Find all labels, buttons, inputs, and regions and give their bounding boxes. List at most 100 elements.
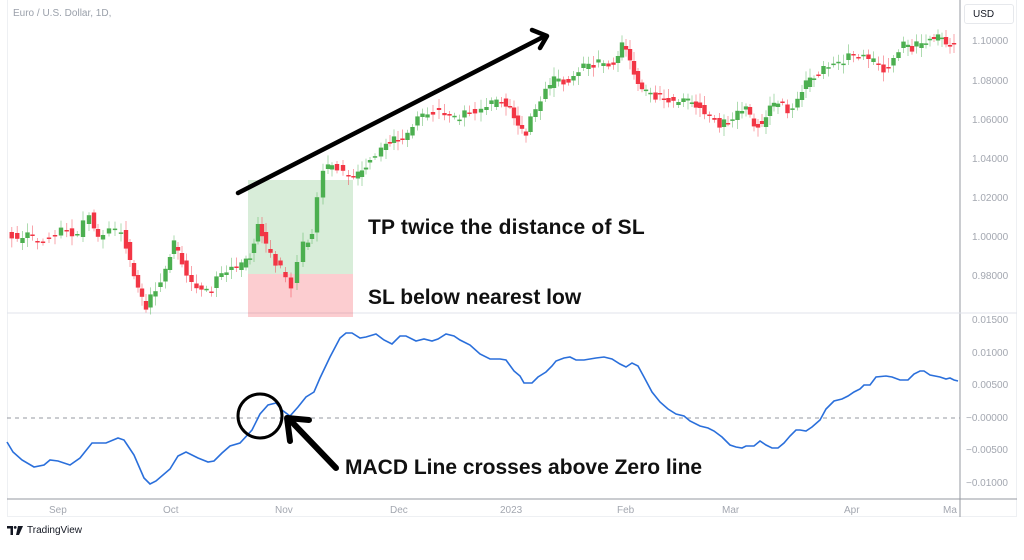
candle xyxy=(184,260,189,276)
candle xyxy=(707,114,712,116)
candle xyxy=(278,260,283,266)
macd-cross-annotation: MACD Line crosses above Zero line xyxy=(345,456,703,479)
candle xyxy=(9,232,14,239)
take-profit-annotation: TP twice the distance of SL xyxy=(368,216,645,239)
candle xyxy=(881,64,886,73)
tradingview-logo-icon xyxy=(7,526,23,535)
candle xyxy=(395,140,401,142)
price-axis-label: 1.02000 xyxy=(972,193,1009,204)
candle xyxy=(743,106,749,110)
candle xyxy=(627,49,633,61)
candle xyxy=(436,108,442,110)
candle xyxy=(909,46,915,52)
candle xyxy=(735,110,740,120)
candle xyxy=(234,266,239,268)
candle xyxy=(755,124,761,128)
candle xyxy=(91,212,97,229)
candle xyxy=(163,268,168,282)
candle xyxy=(927,38,933,41)
candle xyxy=(400,138,405,140)
candle xyxy=(100,235,106,240)
stop-loss-zone xyxy=(248,274,353,317)
candlestick-series xyxy=(9,29,957,315)
candle xyxy=(383,143,389,150)
candle xyxy=(139,288,145,297)
candle xyxy=(712,118,717,120)
candle xyxy=(896,52,901,58)
candle xyxy=(606,63,611,67)
candle xyxy=(515,115,521,126)
candle xyxy=(123,230,129,249)
candle xyxy=(251,243,257,253)
candle xyxy=(851,54,856,56)
candle xyxy=(268,249,273,253)
candle xyxy=(158,282,163,287)
take-profit-zone xyxy=(248,180,353,274)
candle xyxy=(561,79,566,85)
candle xyxy=(538,101,543,111)
candle xyxy=(947,45,953,47)
candle xyxy=(702,105,707,115)
candle xyxy=(759,121,765,124)
time-axis-label: Nov xyxy=(275,505,293,516)
candle xyxy=(826,67,831,69)
candle xyxy=(763,117,769,127)
candle xyxy=(355,171,361,179)
candle xyxy=(831,63,836,66)
candle xyxy=(556,78,561,82)
macd-axis-label: −0.01000 xyxy=(966,478,1008,489)
currency-badge[interactable]: USD xyxy=(964,4,1014,24)
candle xyxy=(639,82,645,90)
candle xyxy=(528,116,533,132)
candle xyxy=(367,160,373,163)
candle xyxy=(657,93,663,95)
candle xyxy=(499,102,504,104)
candle xyxy=(359,170,365,177)
candle xyxy=(420,113,425,117)
candle xyxy=(939,37,945,40)
candle xyxy=(58,227,64,236)
candle xyxy=(52,235,58,237)
candle xyxy=(886,67,891,69)
candle xyxy=(790,108,795,110)
candle xyxy=(239,262,244,270)
candle xyxy=(20,238,25,243)
candle xyxy=(167,257,173,270)
price-axis-label: 0.98000 xyxy=(972,271,1009,282)
candle xyxy=(697,102,703,108)
candle xyxy=(372,156,378,158)
candle xyxy=(25,232,30,238)
candle xyxy=(387,142,393,144)
candle xyxy=(780,101,785,103)
candle xyxy=(75,234,80,236)
candle xyxy=(519,125,525,129)
candle xyxy=(816,74,821,76)
candle xyxy=(717,118,722,128)
candle xyxy=(730,119,735,121)
candle xyxy=(405,132,410,140)
tradingview-logo[interactable]: TradingView xyxy=(7,525,82,536)
time-axis-label: 2023 xyxy=(500,505,523,516)
candle xyxy=(785,104,790,114)
candle xyxy=(30,234,35,236)
candle xyxy=(643,89,649,92)
candle xyxy=(489,100,494,104)
candle xyxy=(751,118,757,127)
candle xyxy=(533,109,538,117)
candle xyxy=(891,58,896,66)
candle xyxy=(106,228,112,234)
candle xyxy=(876,63,881,65)
candle xyxy=(943,37,949,45)
candle xyxy=(566,79,571,83)
candle xyxy=(721,119,727,127)
candle xyxy=(263,232,269,244)
crossover-circle-icon xyxy=(236,392,284,440)
candle xyxy=(80,220,86,237)
candle xyxy=(611,62,616,65)
candle xyxy=(935,34,941,41)
candle xyxy=(914,41,919,47)
candle xyxy=(551,76,557,88)
candle xyxy=(467,112,472,114)
candle xyxy=(255,224,261,242)
